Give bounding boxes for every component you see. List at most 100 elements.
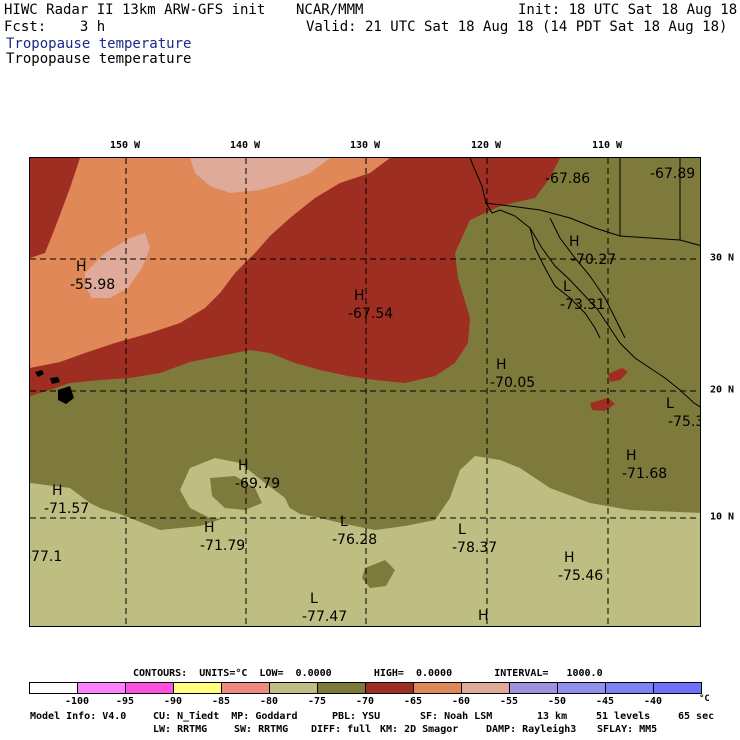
color-legend <box>29 682 702 694</box>
lat-label-20n: 20 N <box>710 384 735 396</box>
extremum-type: L <box>458 522 466 538</box>
band-65-to-60 <box>30 158 390 368</box>
legend-tick: -95 <box>115 696 135 707</box>
legend-tick: -45 <box>595 696 615 707</box>
legend-color-cell <box>269 682 318 694</box>
legend-tick: -50 <box>547 696 567 707</box>
extremum-value: -77.1 <box>30 549 62 565</box>
legend-color-cell <box>221 682 270 694</box>
legend-tick: -65 <box>403 696 423 707</box>
vertical-levels: 51 levels <box>596 711 651 722</box>
map-title: HIWC Radar II 13km ARW-GFS init <box>4 2 266 18</box>
lat-lon-grid <box>30 158 700 626</box>
legend-tick: -55 <box>499 696 519 707</box>
extremum-value: -76.28 <box>332 532 377 548</box>
legend-tick: -80 <box>259 696 279 707</box>
extremum-type: H <box>354 288 365 304</box>
legend-tick: -40 <box>643 696 663 707</box>
longwave-scheme: LW: RRTMG <box>153 724 208 735</box>
legend-tick: -60 <box>451 696 471 707</box>
lon-label-150w: 150 W <box>109 140 141 151</box>
legend-tick: -75 <box>307 696 327 707</box>
extremum-value: -69.79 <box>235 476 280 492</box>
surface-layer: SFLAY: MM5 <box>597 724 658 735</box>
grid-resolution: 13 km <box>537 711 568 722</box>
small-red-2 <box>590 398 615 411</box>
legend-color-cell <box>605 682 654 694</box>
extremum-value: -70.27 <box>571 252 616 268</box>
lon-label-140w: 140 W <box>229 140 261 151</box>
surface-scheme: SF: Noah LSM <box>420 711 493 722</box>
extremum-value: -55.98 <box>70 277 115 293</box>
extremum-value: -75.3 <box>668 414 701 430</box>
extremum-type: H <box>52 483 63 499</box>
legend-tick: -70 <box>355 696 375 707</box>
lat-label-30n: 30 N <box>710 252 735 264</box>
init-time: Init: 18 UTC Sat 18 Aug 18 <box>518 2 738 18</box>
extremum-type: H <box>564 550 575 566</box>
extremum-value: -75.46 <box>558 568 603 584</box>
band-60-to-55-north <box>190 158 330 193</box>
extremum-type: H <box>569 234 580 250</box>
extremum-type: L <box>563 279 571 295</box>
legend-tick: -90 <box>163 696 183 707</box>
legend-color-cell <box>29 682 78 694</box>
contours-info: CONTOURS: UNITS=°C LOW= 0.0000 HIGH= 0.0… <box>133 668 603 679</box>
shortwave-scheme: SW: RRTMG <box>234 724 289 735</box>
extremum-value: -67.89 <box>650 166 695 182</box>
gulf-coast <box>549 217 626 339</box>
extremum-value: -73.31 <box>560 297 605 313</box>
small-red-1 <box>608 368 628 382</box>
extremum-value: -78.37 <box>452 540 497 556</box>
extremum-type: H <box>496 357 507 373</box>
lat-label-10n: 10 N <box>710 511 735 523</box>
extrema-labels: H -55.98 H -67.54 -67.86 -67.89 H -70.27… <box>30 166 701 625</box>
extremum-type: H <box>626 448 637 464</box>
legend-color-cell <box>653 682 702 694</box>
diffusion: DIFF: full <box>311 724 372 735</box>
baja-peninsula <box>529 227 601 339</box>
legend-tick: -100 <box>64 696 90 707</box>
timestep: 65 sec <box>678 711 715 722</box>
extremum-value: -71.79 <box>200 538 245 554</box>
map-canvas: H -55.98 H -67.54 -67.86 -67.89 H -70.27… <box>30 158 701 626</box>
cumulus-microphysics: CU: N_Tiedt MP: Goddard <box>153 711 298 722</box>
field-name-blue: Tropopause temperature <box>6 36 192 52</box>
extremum-value: -77.47 <box>302 609 347 625</box>
hawaii-islands <box>35 370 74 404</box>
legend-color-cell <box>557 682 606 694</box>
extremum-value: -71.68 <box>622 466 667 482</box>
field-name-black: Tropopause temperature <box>6 51 192 67</box>
extremum-value: -70.05 <box>490 375 535 391</box>
pbl-scheme: PBL: YSU <box>332 711 381 722</box>
extremum-type: L <box>666 396 674 412</box>
legend-color-cell <box>317 682 366 694</box>
extremum-type: L <box>310 591 318 607</box>
extremum-type: H <box>76 259 87 275</box>
tropopause-temperature-map[interactable]: H -55.98 H -67.54 -67.86 -67.89 H -70.27… <box>29 157 701 627</box>
damping: DAMP: Rayleigh3 <box>486 724 577 735</box>
extremum-value: -67.54 <box>348 306 393 322</box>
legend-unit: °C <box>699 694 710 704</box>
extremum-type: H <box>238 458 249 474</box>
border-us-mexico <box>484 202 700 246</box>
band-70-to-65-west <box>30 158 80 258</box>
legend-color-cell <box>125 682 174 694</box>
small-olive-blob <box>362 560 395 588</box>
state-border-1 <box>619 158 681 240</box>
valid-time: Valid: 21 UTC Sat 18 Aug 18 (14 PDT Sat … <box>306 19 728 35</box>
coastline <box>469 158 700 408</box>
extremum-value: -67.86 <box>545 171 590 187</box>
extremum-value: -71.57 <box>44 501 89 517</box>
legend-color-cell <box>77 682 126 694</box>
band-60-to-55 <box>85 233 150 298</box>
legend-color-cell <box>509 682 558 694</box>
legend-color-cell <box>173 682 222 694</box>
extremum-type: H <box>204 520 215 536</box>
model-info: Model Info: V4.0 <box>30 711 127 722</box>
legend-color-cell <box>413 682 462 694</box>
forecast-hour: Fcst: 3 h <box>4 19 106 35</box>
lon-label-120w: 120 W <box>470 140 502 151</box>
extremum-type: H <box>478 608 489 624</box>
legend-tick: -85 <box>211 696 231 707</box>
